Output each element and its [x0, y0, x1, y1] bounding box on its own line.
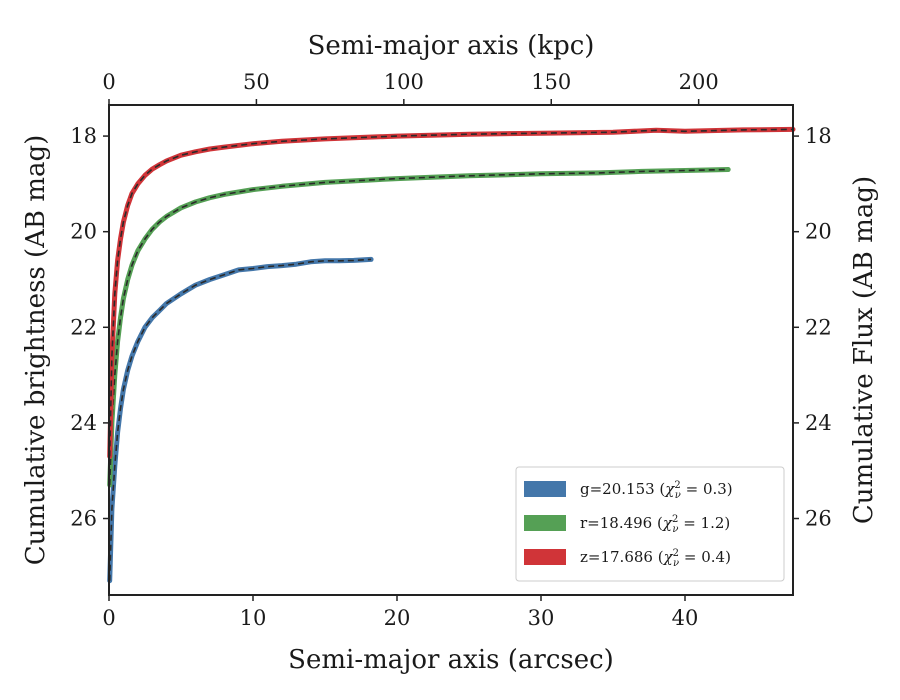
y-tick-label: 22: [70, 315, 97, 339]
series-line: [107, 167, 731, 488]
legend-box: [515, 466, 785, 582]
y-tick-label: 18: [70, 124, 97, 148]
y2-tick-label: 24: [805, 411, 832, 435]
y2-axis-title: Cumulative Flux (AB mag): [849, 176, 879, 524]
x2-tick-label: 200: [679, 70, 719, 94]
legend-label: r=18.496 (χ2 ν = 1.2): [580, 514, 730, 535]
x-tick-label: 10: [240, 606, 267, 630]
series-line: [107, 256, 374, 584]
series-layer: [107, 126, 796, 584]
x2-axis-title: Semi-major axis (kpc): [308, 31, 595, 61]
y-axis-title: Cumulative brightness (AB mag): [21, 135, 51, 566]
axes-layer: 0 10 20 30 40 0 50 100 150 200 18 18 20 20 22 22 24 24 26 2…: [70, 70, 831, 630]
x-tick-label: 40: [672, 606, 699, 630]
x-tick-label: 30: [528, 606, 555, 630]
legend-label: z=17.686 (χ2 ν = 0.4): [580, 548, 731, 569]
y2-tick-label: 22: [805, 315, 832, 339]
legend-swatch: [524, 515, 566, 531]
legend: g=20.153 (χ2 ν = 0.3) r=18.496 (χ2 ν = 1.2)…: [515, 466, 785, 582]
y-tick-label: 26: [70, 507, 97, 531]
x2-tick-label: 0: [102, 70, 115, 94]
x2-tick-label: 100: [384, 70, 424, 94]
y-tick-label: 24: [70, 411, 97, 435]
legend-label: g=20.153 (χ2 ν = 0.3): [580, 480, 733, 501]
series-model-line: [108, 258, 372, 581]
y2-tick-label: 26: [805, 507, 832, 531]
y-tick-label: 20: [70, 220, 97, 244]
x2-tick-label: 50: [243, 70, 270, 94]
series-line: [107, 126, 796, 459]
x-tick-label: 0: [102, 606, 115, 630]
series-model-line: [108, 168, 729, 486]
legend-swatch: [524, 481, 566, 497]
x-axis-title: Semi-major axis (arcsec): [288, 645, 614, 675]
y2-tick-label: 18: [805, 124, 832, 148]
x-tick-label: 20: [384, 606, 411, 630]
plot-frame: [108, 104, 794, 596]
y2-tick-label: 20: [805, 220, 832, 244]
x2-tick-label: 150: [531, 70, 571, 94]
legend-swatch: [524, 549, 566, 565]
